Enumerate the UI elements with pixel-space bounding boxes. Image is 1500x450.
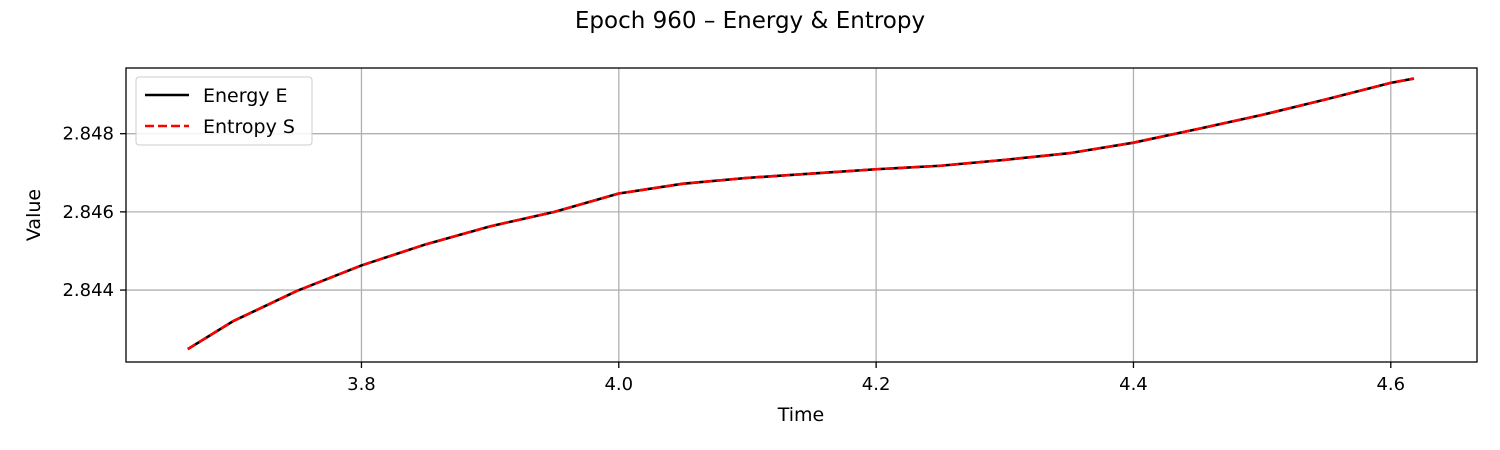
x-tick-label: 4.4 <box>1119 374 1148 395</box>
legend-label-energy: Energy E <box>203 85 288 107</box>
y-tick-label: 2.844 <box>62 280 114 301</box>
y-axis-label: Value <box>23 189 45 241</box>
legend-label-entropy: Entropy S <box>203 116 295 138</box>
series-lines <box>187 77 1415 351</box>
series-line-energy <box>187 77 1415 351</box>
y-tick-label: 2.846 <box>62 202 114 223</box>
plot-frame <box>125 67 1478 363</box>
x-tick-label: 4.2 <box>862 374 891 395</box>
y-axis-ticks: 2.844 2.846 2.848 <box>62 124 126 301</box>
x-axis-ticks: 3.8 4.0 4.2 4.4 4.6 <box>347 362 1405 395</box>
x-tick-label: 4.6 <box>1376 374 1405 395</box>
legend: Energy E Entropy S <box>135 76 313 146</box>
x-tick-label: 3.8 <box>347 374 376 395</box>
x-tick-label: 4.0 <box>604 374 633 395</box>
series-line-entropy <box>187 77 1415 351</box>
chart-title: Epoch 960 – Energy & Entropy <box>575 8 925 34</box>
y-tick-label: 2.848 <box>62 124 114 145</box>
x-axis-label: Time <box>777 404 825 426</box>
grid-lines <box>126 68 1477 362</box>
